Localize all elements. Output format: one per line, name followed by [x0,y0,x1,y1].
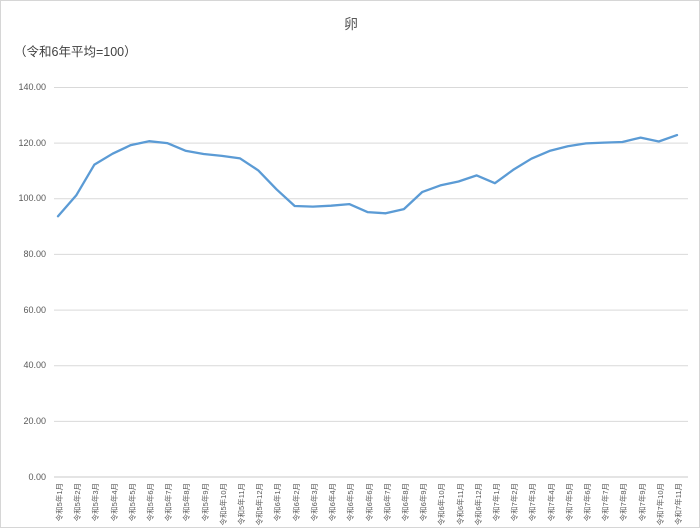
y-axis-label: 20.00 [23,415,46,426]
x-axis-label: 令和7年7月 [601,483,611,522]
x-axis-label: 令和6年5月 [346,483,356,522]
x-axis-label: 令和7年2月 [510,483,520,522]
x-axis-label: 令和6年4月 [328,483,338,522]
x-axis-label: 令和5年10月 [218,483,228,526]
x-axis-label: 令和6年11月 [455,483,465,525]
data-series-line [56,133,679,218]
y-axis-label: 40.00 [23,360,46,371]
y-axis-label: 0.00 [28,471,46,482]
x-axis-label: 令和6年3月 [309,483,319,522]
x-axis-label: 令和5年5月 [127,483,137,522]
y-axis-label: 80.00 [23,248,46,259]
y-axis-label: 60.00 [23,304,46,315]
x-axis-label: 令和5年6月 [146,483,156,522]
x-axis-label: 令和6年8月 [400,483,410,522]
x-axis-label: 令和6年9月 [419,483,429,522]
x-axis-label: 令和6年1月 [273,483,283,522]
y-axis-label: 140.00 [18,82,46,92]
y-axis-label: 120.00 [18,137,46,148]
x-axis-label: 令和7年10月 [655,483,665,526]
x-axis-label: 令和5年12月 [255,483,265,526]
x-axis-label: 令和6年7月 [382,483,392,522]
x-axis-label: 令和7年8月 [619,483,629,522]
x-axis-label: 令和5年8月 [182,483,192,522]
x-axis-label: 令和7年3月 [528,483,538,522]
x-axis-label: 令和7年4月 [546,483,556,522]
x-axis-label: 令和7年5月 [564,483,574,522]
x-axis-label: 令和6年12月 [473,483,483,526]
x-axis-label: 令和6年6月 [364,483,374,522]
x-axis-label: 令和5年11月 [237,483,247,525]
x-axis-label: 令和6年2月 [291,483,301,522]
x-axis-label: 令和5年2月 [73,483,83,522]
axis-note: （令和6年平均=100） [14,45,137,59]
x-axis-label: 令和6年10月 [437,483,447,526]
x-axis-label: 令和7年9月 [637,483,647,522]
x-axis-label: 令和5年7月 [164,483,174,522]
x-axis-label: 令和7年6月 [582,483,592,522]
x-axis-label: 令和5年1月 [55,483,64,522]
chart-title: 卵 [344,16,358,32]
x-axis-label: 令和7年11月 [674,483,683,525]
x-axis-label: 令和5年4月 [109,483,119,522]
x-axis-label: 令和5年3月 [91,483,101,522]
y-axis-label: 100.00 [18,193,46,204]
x-axis-label: 令和5年9月 [200,483,210,522]
x-axis-label: 令和7年1月 [491,483,501,522]
